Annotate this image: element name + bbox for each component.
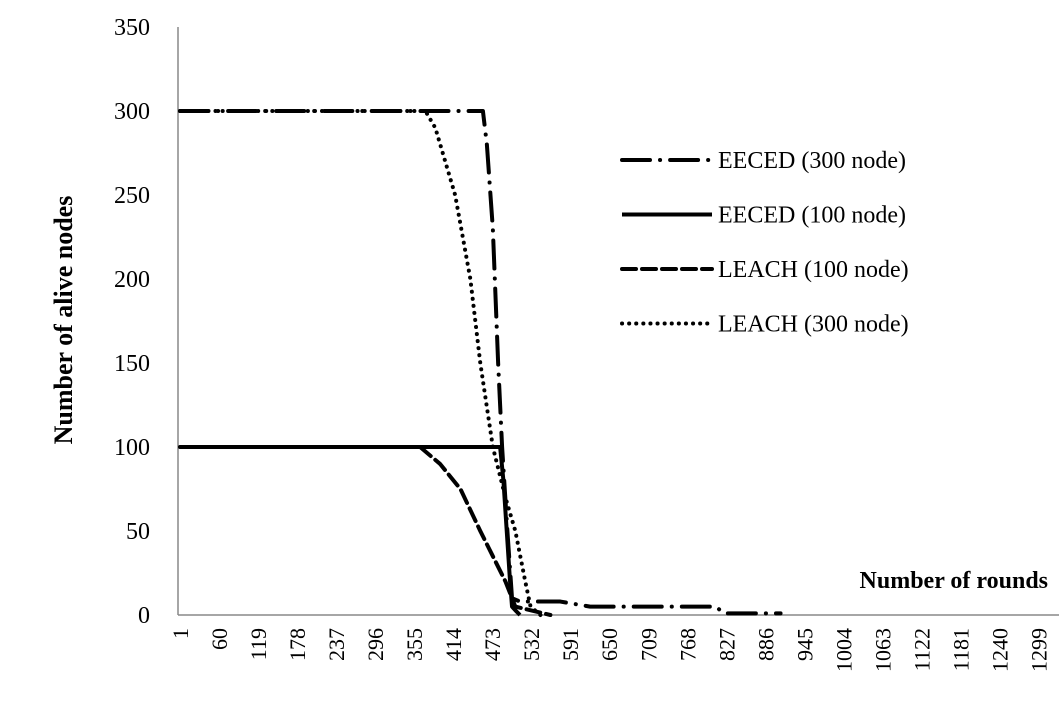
line-series xyxy=(180,445,522,617)
legend-label: LEACH (100 node) xyxy=(718,257,909,283)
x-tick-label: 591 xyxy=(558,628,583,661)
x-tick-label: 473 xyxy=(480,628,505,661)
y-tick-label: 150 xyxy=(114,351,150,377)
y-tick-label: 50 xyxy=(126,519,150,545)
x-tick-label: 178 xyxy=(285,628,310,661)
y-tick-label: 250 xyxy=(114,183,150,209)
legend-label: LEACH (300 node) xyxy=(718,312,909,338)
legend-label: EECED (100 node) xyxy=(718,203,906,229)
x-tick-label: 1299 xyxy=(1026,628,1051,672)
y-tick-label: 100 xyxy=(114,435,150,461)
x-tick-label: 1004 xyxy=(831,628,856,672)
x-tick-label: 886 xyxy=(753,628,778,661)
x-tick-label: 650 xyxy=(597,628,622,661)
y-tick-label: 200 xyxy=(114,267,150,293)
x-tick-label: 945 xyxy=(792,628,817,661)
x-tick-label: 296 xyxy=(363,628,388,661)
y-tick-label: 0 xyxy=(138,603,150,629)
x-tick-label: 355 xyxy=(402,628,427,661)
x-tick-label: 119 xyxy=(246,628,271,660)
x-tick-label: 532 xyxy=(519,628,544,661)
line-series xyxy=(178,109,543,617)
x-axis-label: Number of rounds xyxy=(860,568,1048,594)
x-tick-label: 1240 xyxy=(987,628,1012,672)
x-tick-label: 1 xyxy=(168,628,193,639)
x-tick-label: 414 xyxy=(441,628,466,661)
x-tick-label: 709 xyxy=(636,628,661,661)
x-tick-label: 827 xyxy=(714,628,739,661)
y-tick-label: 350 xyxy=(114,15,150,41)
x-tick-label: 1122 xyxy=(909,628,934,671)
x-tick-label: 768 xyxy=(675,628,700,661)
x-tick-label: 237 xyxy=(324,628,349,661)
y-tick-label: 300 xyxy=(114,99,150,125)
x-tick-label: 60 xyxy=(207,628,232,650)
x-tick-label: 1063 xyxy=(870,628,895,672)
legend-label: EECED (300 node) xyxy=(718,148,906,174)
x-tick-label: 1181 xyxy=(948,628,973,671)
y-axis-label: Number of alive nodes xyxy=(49,196,78,445)
line-series xyxy=(178,445,553,617)
